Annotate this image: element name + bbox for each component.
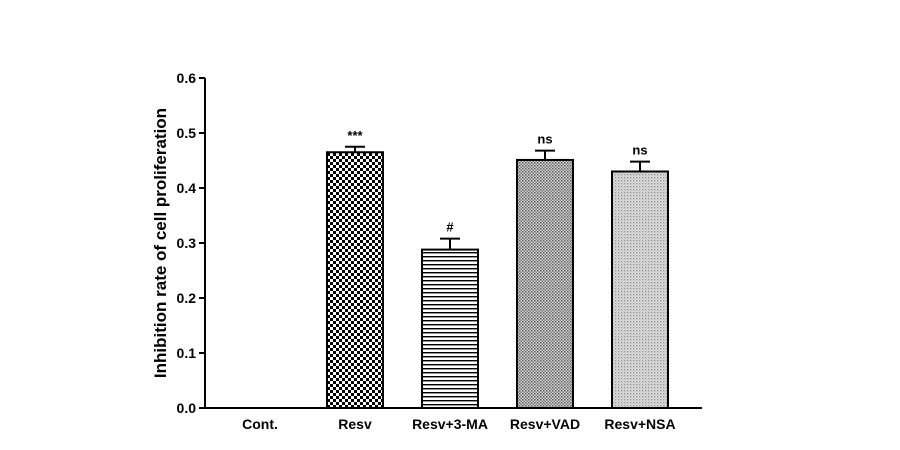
significance-label: #: [446, 220, 454, 235]
y-tick-label: 0.1: [177, 345, 197, 361]
x-axis: Cont. Resv Resv+3-MA Resv+VAD Resv+NSA: [205, 407, 702, 432]
y-tick-label: 0.2: [177, 290, 197, 306]
bar: [611, 170, 669, 409]
y-tick-label: 0.5: [177, 125, 197, 141]
significance-label: ns: [632, 143, 647, 158]
y-axis-title: Inhibition rate of cell proliferation: [151, 108, 170, 378]
bar: [421, 248, 479, 409]
significance-label: ***: [347, 128, 363, 143]
y-tick-label: 0.3: [177, 235, 197, 251]
x-category-label: Resv+3-MA: [412, 416, 488, 432]
bar: [326, 151, 384, 409]
x-category-label: Resv: [338, 416, 372, 432]
y-axis-title-group: Inhibition rate of cell proliferation: [151, 108, 170, 378]
y-axis: 0.0 0.1 0.2 0.3 0.4 0.5 0.6: [177, 70, 206, 416]
bar: [516, 158, 574, 409]
significance-label: ns: [537, 132, 552, 147]
y-tick-label: 0.4: [177, 180, 197, 196]
x-category-label: Resv+VAD: [510, 416, 580, 432]
x-category-label: Resv+NSA: [604, 416, 675, 432]
bars: *** # ns ns: [326, 128, 669, 409]
y-tick-label: 0.0: [177, 400, 197, 416]
y-tick-label: 0.6: [177, 70, 197, 86]
x-category-label: Cont.: [242, 416, 278, 432]
